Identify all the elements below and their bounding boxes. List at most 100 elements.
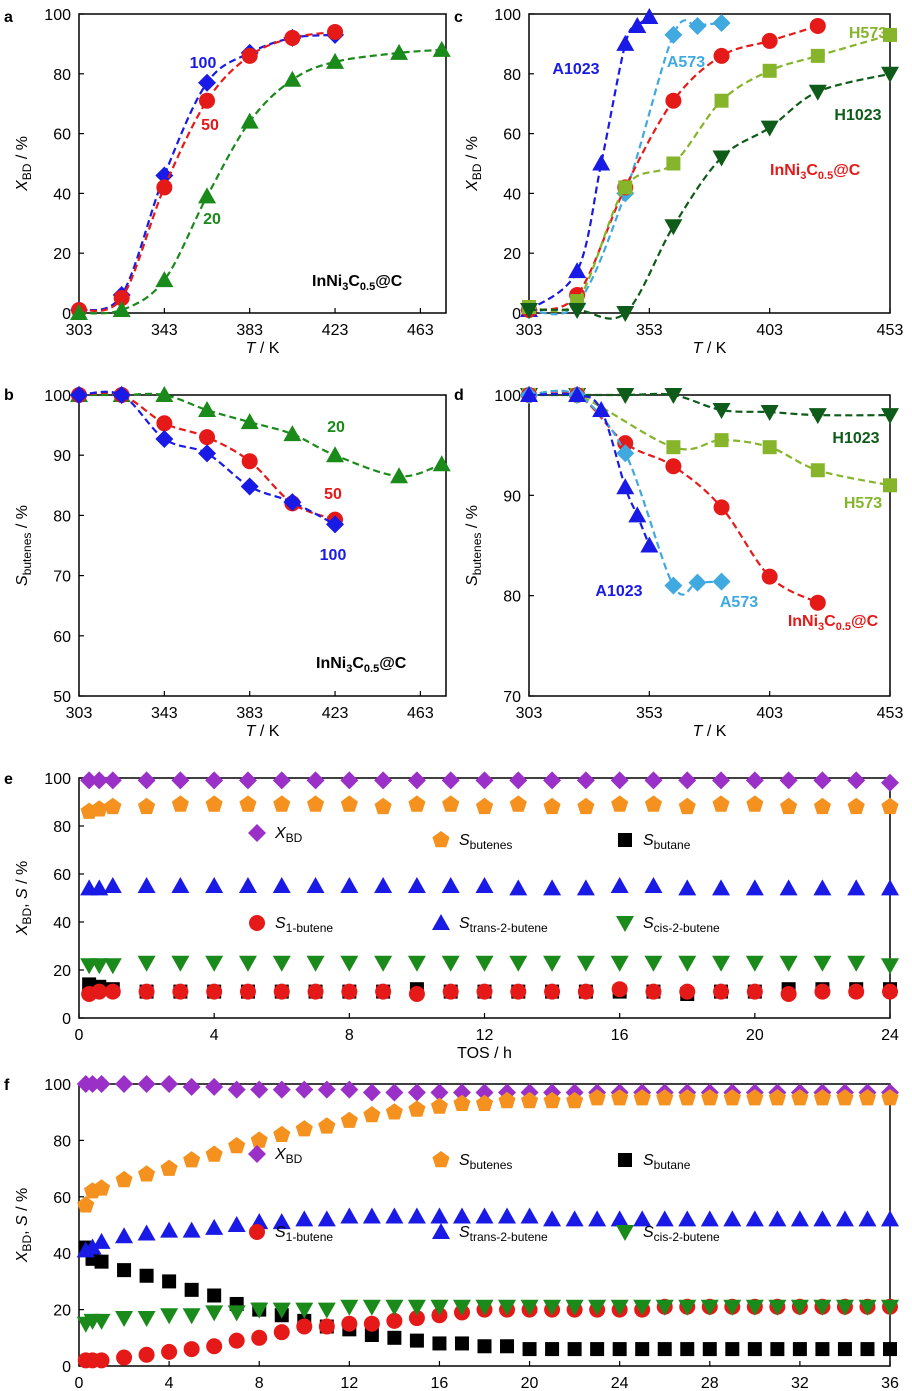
data-point (240, 413, 259, 430)
x-tick-label: 343 (151, 705, 178, 722)
data-point (713, 47, 730, 64)
data-point (713, 983, 730, 1000)
data-point (374, 771, 393, 790)
y-tick-label: 90 (503, 488, 521, 505)
y-axis-label-sub: butenes (20, 533, 34, 576)
data-point (283, 493, 302, 512)
data-point (104, 983, 121, 1000)
data-point (644, 795, 662, 812)
data-point (199, 429, 216, 446)
data-point (182, 1308, 201, 1325)
data-point (664, 388, 683, 404)
data-point (250, 1302, 269, 1319)
y-tick-label: 60 (53, 629, 71, 646)
data-point (205, 1077, 224, 1096)
data-point (616, 478, 635, 495)
data-point (205, 795, 223, 812)
series-label-sub1: 3 (818, 621, 824, 633)
data-point (475, 1094, 494, 1111)
plot-frame (78, 13, 447, 314)
data-point (837, 1342, 852, 1357)
fit-curve (528, 19, 722, 316)
data-point (522, 1342, 537, 1357)
data-point (198, 187, 217, 204)
data-point (306, 771, 325, 790)
data-point (182, 1077, 201, 1096)
data-point (363, 1106, 381, 1123)
data-point (83, 1238, 102, 1255)
data-point (238, 771, 257, 790)
data-point (567, 1342, 582, 1357)
y-axis-label-main2: S (14, 888, 31, 899)
legend-main: S (459, 1152, 470, 1169)
plot-frame (528, 394, 891, 697)
data-point (702, 1342, 717, 1357)
legend-label: S1-butene (275, 915, 333, 935)
x-tick-label: 383 (236, 322, 263, 339)
x-tick-label: 4 (210, 1027, 219, 1044)
y-axis-label-unit: / % (14, 861, 31, 889)
data-point (779, 879, 798, 896)
data-point (228, 1137, 246, 1154)
panel-label-d: d (454, 387, 464, 404)
data-point (137, 1224, 156, 1241)
legend-item: Sbutane (618, 1152, 691, 1172)
data-point (680, 1342, 695, 1357)
y-axis-label: XBD, S / % (14, 1188, 34, 1263)
legend-main: S (643, 1224, 654, 1241)
data-point (317, 1080, 336, 1099)
data-point (628, 16, 647, 33)
data-point (592, 401, 611, 418)
data-point (374, 877, 393, 893)
y-axis-label-main: X (14, 923, 31, 936)
legend-sub: butane (654, 838, 691, 852)
data-point (318, 1117, 336, 1134)
y-axis-label-sub: BD (20, 908, 34, 925)
legend-label: XBD (274, 1146, 303, 1166)
data-point (590, 1342, 605, 1357)
data-point (644, 877, 663, 893)
legend-item: Sbutenes (432, 1151, 512, 1172)
x-tick-label: 353 (636, 322, 663, 339)
data-point (454, 1336, 469, 1351)
y-tick-label: 80 (53, 67, 71, 84)
data-point (475, 955, 494, 972)
data-point (340, 1080, 359, 1099)
data-point (568, 262, 587, 279)
data-point (432, 1336, 447, 1351)
data-point (882, 983, 898, 1000)
data-point (92, 1075, 111, 1093)
catalyst-annotation-sub2: 0.5 (818, 170, 833, 182)
data-point (712, 150, 731, 167)
y-axis-label-sub: BD (20, 1235, 34, 1252)
data-point (881, 1089, 899, 1106)
data-point (93, 1352, 110, 1369)
x-tick-label: 0 (75, 1027, 84, 1044)
series-label: 20 (203, 211, 221, 228)
panel-label-f: f (4, 1077, 10, 1094)
data-point (385, 1207, 404, 1224)
series-c-0 (520, 7, 659, 318)
catalyst-annotation: InNi3C0.5@C (312, 273, 403, 293)
data-point (206, 1338, 223, 1355)
data-point (808, 84, 827, 101)
data-point (228, 1332, 245, 1349)
data-point (318, 1318, 335, 1335)
data-point (644, 955, 663, 972)
data-point (635, 1342, 650, 1357)
y-tick-label: 100 (494, 388, 521, 405)
data-point (184, 1282, 199, 1297)
x-axis-label: T / K (693, 340, 727, 357)
data-point (409, 1333, 424, 1348)
data-point (340, 1207, 359, 1224)
data-point (520, 1207, 539, 1224)
data-point (723, 1089, 741, 1106)
data-point (714, 433, 729, 448)
data-point (543, 955, 562, 972)
data-point (576, 955, 595, 972)
legend-label: Sbutane (643, 832, 691, 852)
data-point (509, 955, 528, 972)
series-label: 20 (327, 419, 345, 436)
data-point (520, 303, 538, 320)
